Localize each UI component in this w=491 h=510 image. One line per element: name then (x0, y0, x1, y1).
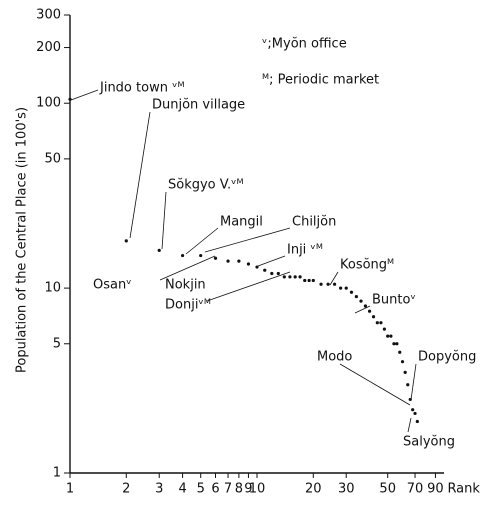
legend-entry: ᵛ;Myŏn office (262, 37, 347, 52)
x-tick-label: 2 (122, 482, 130, 497)
data-point (326, 282, 330, 286)
leader-line (70, 89, 99, 101)
data-point (68, 97, 72, 101)
y-tick-label: 5 (53, 336, 61, 351)
annotation: Kosŏngᴹ (340, 258, 394, 273)
leader-line (354, 305, 371, 314)
data-point (311, 278, 315, 283)
data-point (180, 253, 185, 258)
data-point (413, 411, 417, 416)
data-point (354, 294, 358, 299)
legend-entry: ᴹ; Periodic market (262, 73, 379, 88)
x-tick-label: 70 (407, 482, 424, 497)
annotation: Chiljŏn (292, 215, 336, 230)
annotation: Osanᵛ (93, 278, 132, 293)
leader-line (161, 191, 167, 250)
data-point (307, 278, 311, 283)
x-tick-label: 3 (155, 482, 163, 497)
data-point (403, 370, 407, 375)
data-point (333, 282, 337, 286)
annotation: Donjiᵛᴹ (165, 298, 211, 313)
data-point (246, 262, 251, 266)
data-point (395, 342, 399, 346)
data-point (379, 321, 383, 325)
data-point (382, 327, 386, 331)
y-tick-label: 100 (36, 96, 61, 111)
data-point (255, 265, 259, 269)
data-point (237, 259, 241, 263)
data-point (270, 271, 274, 276)
x-tick-label: 30 (338, 482, 355, 497)
annotation: Mangil (220, 215, 263, 230)
data-point (349, 290, 354, 294)
leader-line (204, 227, 291, 253)
data-point (213, 256, 218, 260)
annotation: Buntoᵛ (372, 293, 416, 308)
data-point (263, 268, 267, 272)
x-tick-label: 6 (211, 482, 219, 497)
annotation: Modo (317, 350, 352, 365)
data-point (293, 275, 297, 279)
data-point (411, 408, 415, 412)
data-point (367, 309, 372, 313)
x-tick-label: 10 (249, 482, 266, 497)
leader-line (257, 255, 286, 267)
data-point (344, 286, 348, 290)
data-point (400, 360, 405, 364)
data-point (298, 275, 302, 279)
annotation: Dunjŏn village (152, 98, 245, 113)
data-point (389, 334, 393, 338)
leader-line (329, 271, 339, 286)
leader-line (159, 255, 216, 281)
annotation: Inji ᵛᴹ (287, 243, 323, 258)
annotation: Jindo town ᵛᴹ (99, 81, 185, 96)
annotation: Dopyŏng (418, 350, 476, 365)
x-tick-label: 90 (427, 482, 444, 497)
data-point (415, 419, 419, 424)
x-tick-label: 1 (66, 482, 74, 497)
leader-line (407, 417, 412, 433)
y-tick-label: 1 (53, 466, 61, 481)
y-tick-label: 10 (44, 281, 61, 296)
data-point (371, 315, 376, 319)
y-tick-label: 50 (44, 151, 61, 166)
x-tick-label: 9 (244, 482, 252, 497)
data-point (303, 278, 307, 283)
y-axis-label: Population of the Central Place (in 100'… (15, 107, 30, 373)
x-tick-label: 50 (379, 482, 396, 497)
data-point (339, 286, 343, 290)
data-point (319, 282, 323, 286)
data-point (392, 342, 396, 346)
data-point (386, 334, 390, 338)
leader-line (185, 227, 219, 255)
annotation: Nokjin (165, 278, 206, 293)
x-tick-label: 4 (178, 482, 186, 497)
leader-line (206, 271, 291, 302)
data-point (406, 383, 410, 387)
annotation: Salyŏng (403, 435, 455, 450)
x-tick-label: 5 (197, 482, 205, 497)
data-point (282, 275, 286, 279)
y-tick-label: 200 (36, 40, 61, 55)
leader-line (410, 363, 417, 401)
data-point (398, 350, 402, 354)
data-point (288, 275, 292, 279)
data-point (276, 271, 280, 276)
x-tick-label: 20 (305, 482, 322, 497)
data-point (157, 248, 161, 252)
leader-line (129, 111, 151, 239)
leader-line (339, 363, 411, 406)
data-point (226, 259, 230, 263)
annotation: Sŏkgyo V.ᵛᴹ (168, 178, 244, 193)
x-tick-label: 7 (224, 482, 232, 497)
data-point (199, 253, 203, 258)
data-point (363, 304, 368, 308)
data-point (375, 321, 379, 325)
x-axis-label: Rank (447, 482, 480, 497)
data-point (124, 239, 128, 243)
x-tick-label: 8 (235, 482, 243, 497)
data-point (359, 299, 363, 303)
y-tick-label: 300 (36, 8, 61, 23)
